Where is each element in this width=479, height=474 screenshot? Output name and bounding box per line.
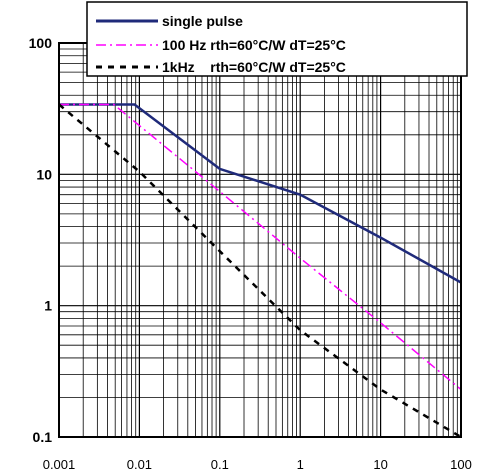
- x-tick-label: 10: [373, 457, 387, 472]
- legend-label-100hz: 100 Hz rth=60°C/W dT=25°C: [162, 37, 346, 53]
- y-axis-tick-labels: 0.1 1 10 100: [29, 35, 53, 445]
- y-tick-label: 1: [44, 298, 52, 314]
- x-tick-label: 0.1: [211, 457, 229, 472]
- x-tick-label: 100: [450, 457, 472, 472]
- legend-box: [86, 1, 468, 77]
- x-tick-label: 1: [297, 457, 304, 472]
- series-line-0: [59, 103, 462, 284]
- series-layer: [58, 103, 462, 439]
- legend-label-single-pulse: single pulse: [162, 13, 243, 29]
- x-tick-label: 0.01: [127, 457, 152, 472]
- legend: single pulse 100 Hz rth=60°C/W dT=25°C 1…: [86, 1, 468, 77]
- y-tick-label: 100: [29, 35, 53, 51]
- legend-label-1khz: 1kHz rth=60°C/W dT=25°C: [162, 59, 346, 75]
- y-tick-label: 0.1: [33, 429, 53, 445]
- series-line-2: [58, 103, 462, 439]
- x-tick-label: 0.001: [43, 457, 76, 472]
- x-axis-tick-labels: 0.001 0.01 0.1 1 10 100: [43, 457, 472, 472]
- series-line-1: [59, 103, 462, 391]
- y-tick-label: 10: [36, 166, 52, 182]
